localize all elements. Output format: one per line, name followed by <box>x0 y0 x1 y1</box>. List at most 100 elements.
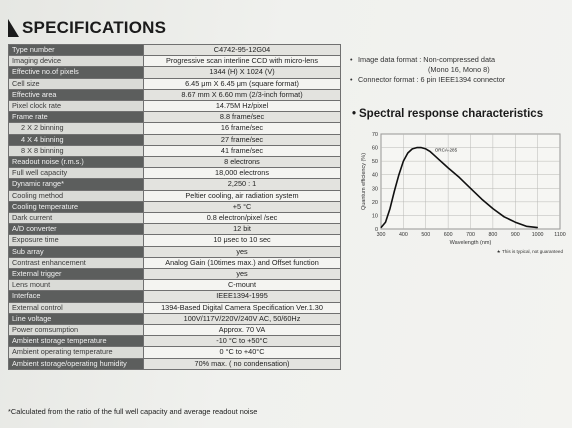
table-row: Pixel clock rate 14.75M Hz/pixel <box>8 100 341 113</box>
spec-value: 1344 (H) X 1024 (V) <box>143 66 341 79</box>
table-row: Ambient storage/operating humidity 70% ma… <box>8 357 341 370</box>
spec-value: 8 electrons <box>143 156 341 169</box>
spec-value: C-mount <box>143 279 341 292</box>
x-tick-label: 1100 <box>554 232 565 238</box>
spec-value: Analog Gain (10times max.) and Offset fu… <box>143 256 341 270</box>
note-image-format-detail: (Mono 16, Mono 8) <box>428 65 490 74</box>
bullet-icon: • <box>350 55 353 64</box>
spec-value: Approx. 70 VA <box>143 324 341 337</box>
data-point <box>481 198 483 200</box>
chart-note: ★ This is typical, not guaranteed <box>497 249 564 254</box>
table-row: Exposure time 10 μsec to 10 sec <box>8 234 341 247</box>
data-point <box>434 155 436 157</box>
spec-value: 10 μsec to 10 sec <box>143 234 341 247</box>
table-row: 8 X 8 binning 41 frame/sec <box>8 144 341 158</box>
spec-label: Full well capacity <box>8 167 144 180</box>
heading-triangle-icon <box>8 19 19 37</box>
data-point <box>526 225 527 227</box>
table-row: Sub array yes <box>8 245 341 258</box>
spec-value: 18,000 electrons <box>143 167 341 180</box>
data-point <box>447 167 449 169</box>
data-point <box>470 187 471 189</box>
spec-label: Imaging device <box>8 55 144 68</box>
x-tick-label: 400 <box>399 232 408 238</box>
heading-text: SPECIFICATIONS <box>22 18 167 37</box>
data-point <box>443 163 445 165</box>
spec-label: Cell size <box>8 77 144 90</box>
table-row: Frame rate 8.8 frame/sec <box>8 111 341 124</box>
spec-label: 8 X 8 binning <box>8 144 144 158</box>
spec-label: 2 X 2 binning <box>8 122 144 135</box>
y-tick-label: 60 <box>372 146 378 152</box>
spec-label: Interface <box>8 290 144 303</box>
data-point <box>407 152 409 154</box>
table-row: Effective area 8.67 mm X 6.60 mm (2/3-inc… <box>8 88 341 102</box>
spec-label: Line voltage <box>8 312 144 326</box>
spec-label: Effective no.of pixels <box>8 66 144 79</box>
spec-value: 100V/117V/220V/240V AC, 50/60Hz <box>143 312 341 326</box>
y-tick-label: 0 <box>375 227 378 233</box>
x-tick-label: 600 <box>444 232 453 238</box>
data-point <box>389 208 391 210</box>
spec-value: 70% max. ( no condensation) <box>143 357 341 370</box>
data-point <box>438 159 440 161</box>
table-row: Contrast enhancement Analog Gain (10times… <box>8 256 341 270</box>
spec-label: Lens mount <box>8 279 144 292</box>
table-row: Cooling method Peltier cooling, air radia… <box>8 189 341 202</box>
spec-label: Effective area <box>8 88 144 102</box>
x-tick-label: 900 <box>511 232 520 238</box>
spec-value: Progressive scan interline CCD with micr… <box>143 55 341 68</box>
table-row: Power comsumption Approx. 70 VA <box>8 324 341 337</box>
spec-value: 2,250 : 1 <box>143 178 341 191</box>
table-row: 2 X 2 binning 16 frame/sec <box>8 122 341 135</box>
spec-value: 6.45 μm X 6.45 μm (square format) <box>143 77 341 90</box>
x-tick-label: 800 <box>488 232 497 238</box>
notes-block: • Image data format : Non-compressed data… <box>350 55 505 85</box>
spec-value: 16 frame/sec <box>143 122 341 135</box>
series-line <box>380 146 538 229</box>
spectral-title: • Spectral response characteristics <box>352 108 544 120</box>
table-row: External control 1394-Based Digital Camer… <box>8 301 341 314</box>
x-tick-label: 500 <box>421 232 430 238</box>
spec-value: 8.8 frame/sec <box>143 111 341 124</box>
data-point <box>429 151 431 153</box>
x-axis-label: Wavelength (nm) <box>450 240 492 246</box>
spec-label: External trigger <box>8 268 144 281</box>
data-point <box>420 147 422 148</box>
data-point <box>380 227 382 229</box>
data-point <box>394 190 395 192</box>
spec-label: Cooling method <box>8 189 144 202</box>
spec-label: Type number <box>8 43 144 57</box>
spec-value: 27 frame/sec <box>143 133 341 146</box>
data-point <box>398 174 400 176</box>
spec-label: 4 X 4 binning <box>8 133 144 146</box>
spec-value: 41 frame/sec <box>143 144 341 158</box>
y-axis-label: Quantum efficiency (%) <box>361 153 367 210</box>
table-row: Cell size 6.45 μm X 6.45 μm (square forma… <box>8 77 341 90</box>
table-row: Dynamic range* 2,250 : 1 <box>8 178 341 191</box>
table-row: Ambient operating temperature 0 °C to +40… <box>8 346 341 359</box>
table-row: A/D converter 12 bit <box>8 223 341 236</box>
spec-value: -10 °C to +50°C <box>143 335 341 348</box>
y-tick-label: 40 <box>372 173 378 179</box>
table-row: Interface IEEE1394-1995 <box>8 290 341 303</box>
data-point <box>416 147 418 148</box>
curve-annotation: ORCA-285 <box>435 148 458 153</box>
data-point <box>402 160 404 162</box>
spec-label: Sub array <box>8 245 144 258</box>
note-connector: • Connector format : 6 pin IEEE1394 conne… <box>350 75 506 84</box>
table-row: 4 X 4 binning 27 frame/sec <box>8 133 341 146</box>
spec-label: Power comsumption <box>8 324 144 337</box>
spec-value: 12 bit <box>143 223 341 236</box>
note-image-format: • Image data format : Non-compressed data <box>350 55 496 64</box>
spec-label: Ambient storage temperature <box>8 335 144 348</box>
spec-label: Dynamic range* <box>8 178 144 191</box>
data-point <box>537 227 539 229</box>
spec-table: Type number C4742-95-12G04 Imaging device P… <box>8 43 341 370</box>
spec-value: IEEE1394-1995 <box>143 290 341 303</box>
table-row: Dark current 0.8 electron/pixel /sec <box>8 212 341 225</box>
spec-label: Cooling temperature <box>8 200 144 214</box>
spec-label: External control <box>8 301 144 314</box>
spec-label: Ambient storage/operating humidity <box>8 357 144 370</box>
